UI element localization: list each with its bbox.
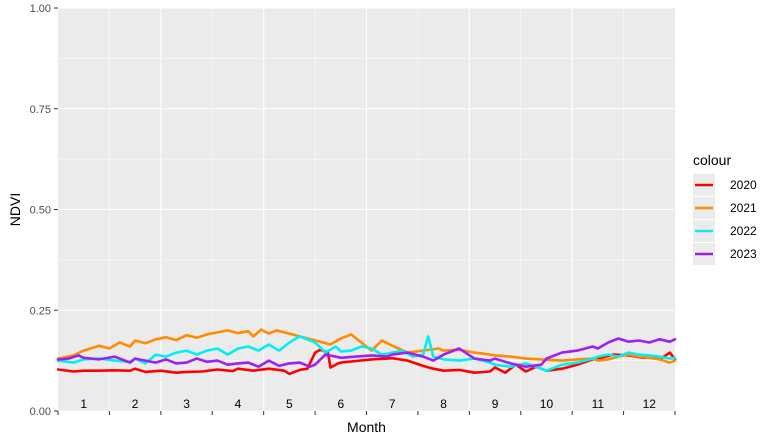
y-tick-label: 0.00 bbox=[30, 406, 51, 418]
legend-title: colour bbox=[693, 152, 731, 168]
y-axis-title: NDVI bbox=[7, 193, 23, 226]
month-label: 5 bbox=[286, 397, 293, 411]
month-label: 8 bbox=[440, 397, 447, 411]
legend-label: 2021 bbox=[730, 201, 757, 215]
legend: colour 2020 2021 2022 2023 bbox=[693, 152, 757, 265]
month-label: 1 bbox=[80, 397, 87, 411]
month-label: 3 bbox=[183, 397, 190, 411]
month-label: 11 bbox=[592, 397, 605, 411]
series-line-2020 bbox=[56, 348, 677, 376]
series-line-2022 bbox=[56, 335, 677, 373]
series-lines bbox=[56, 328, 677, 376]
month-label: 12 bbox=[643, 397, 657, 411]
month-labels: 1 2 3 4 5 6 7 8 9 10 11 12 bbox=[80, 397, 656, 411]
month-label: 10 bbox=[540, 397, 554, 411]
y-tick-label: 1.00 bbox=[30, 3, 51, 15]
legend-keys: 2020 2021 2022 2023 bbox=[693, 174, 757, 265]
y-tick-label: 0.50 bbox=[30, 205, 51, 217]
legend-label: 2022 bbox=[730, 224, 757, 238]
y-axis: 0.00 0.25 0.50 0.75 1.00 bbox=[30, 3, 58, 418]
month-label: 4 bbox=[235, 397, 242, 411]
y-tick-label: 0.75 bbox=[30, 104, 51, 116]
legend-label: 2023 bbox=[730, 247, 757, 261]
month-label: 2 bbox=[132, 397, 139, 411]
month-label: 6 bbox=[337, 397, 344, 411]
y-tick-label: 0.25 bbox=[30, 305, 51, 317]
month-label: 9 bbox=[492, 397, 499, 411]
x-axis-title: Month bbox=[347, 419, 386, 435]
x-ticks bbox=[57, 411, 676, 415]
month-label: 7 bbox=[389, 397, 396, 411]
series-line-2023 bbox=[56, 337, 677, 369]
series-line-2021 bbox=[56, 328, 677, 364]
legend-label: 2020 bbox=[730, 178, 757, 192]
